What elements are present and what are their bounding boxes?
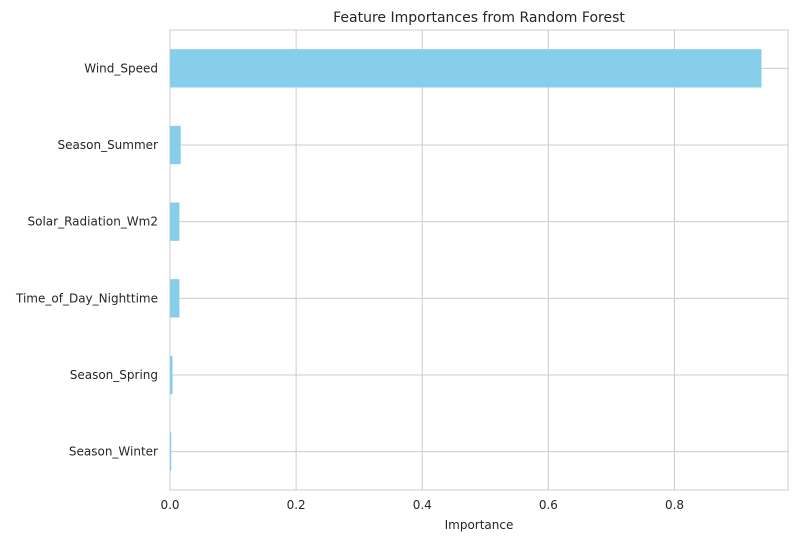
- bar-season-spring: [170, 355, 173, 395]
- y-tick-label: Wind_Speed: [84, 61, 158, 75]
- x-tick-label: 0.2: [287, 498, 306, 512]
- y-tick-labels: Wind_Speed Season_Summer Solar_Radiation_W…: [15, 61, 158, 458]
- x-tick-label: 0.4: [413, 498, 432, 512]
- bar-season-winter: [170, 432, 172, 471]
- plot-area: [169, 29, 789, 491]
- y-tick-label: Time_of_Day_Nighttime: [15, 291, 158, 305]
- x-axis-label: Importance: [445, 518, 514, 532]
- x-tick-labels: 0.0 0.2 0.4 0.6 0.8: [160, 498, 684, 512]
- bar-layer: [170, 49, 762, 471]
- y-tick-label: Season_Spring: [70, 368, 158, 382]
- chart-title: Feature Importances from Random Forest: [333, 10, 625, 26]
- bar-time-of-day-nighttime: [170, 279, 180, 318]
- bar-season-summer: [170, 125, 181, 165]
- bar-wind-speed: [170, 49, 762, 88]
- bar-solar-radiation-wm2: [170, 202, 180, 241]
- x-tick-label: 0.6: [539, 498, 558, 512]
- x-tick-label: 0.0: [160, 498, 179, 512]
- x-tick-label: 0.8: [665, 498, 684, 512]
- y-tick-label: Season_Winter: [69, 445, 158, 459]
- y-tick-label: Season_Summer: [58, 138, 159, 152]
- y-tick-label: Solar_Radiation_Wm2: [28, 215, 159, 229]
